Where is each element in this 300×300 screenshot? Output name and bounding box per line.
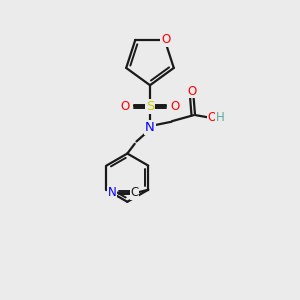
Text: H: H xyxy=(216,111,224,124)
Text: O: O xyxy=(120,100,130,113)
Text: N: N xyxy=(145,121,155,134)
Text: O: O xyxy=(208,111,217,124)
Text: O: O xyxy=(170,100,180,113)
Text: N: N xyxy=(108,186,116,199)
Text: O: O xyxy=(187,85,196,98)
Text: C: C xyxy=(130,186,139,199)
Text: S: S xyxy=(146,100,154,113)
Text: O: O xyxy=(161,33,170,46)
